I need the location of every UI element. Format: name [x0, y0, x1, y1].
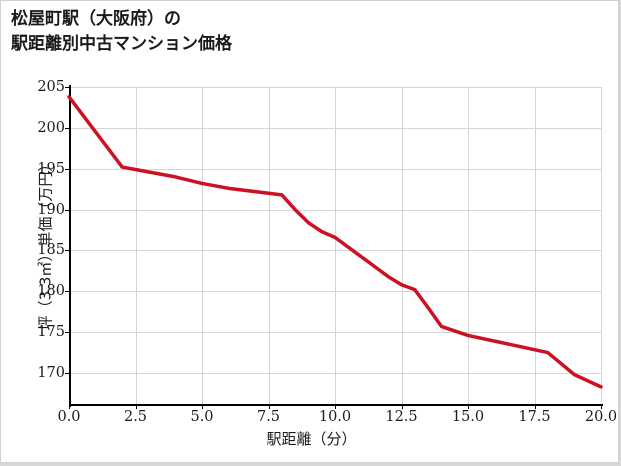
x-axis-tick-label: 2.5 [123, 409, 148, 425]
gridline-vertical [401, 87, 403, 405]
x-axis-tick-mark [401, 405, 403, 409]
chart-title: 松屋町駅（大阪府）の 駅距離別中古マンション価格 [11, 9, 232, 54]
y-axis-tick-label: 200 [37, 119, 65, 136]
gridline-vertical [335, 87, 336, 405]
gridline-vertical [534, 87, 536, 405]
y-axis-tick-mark [65, 168, 70, 170]
y-axis-tick-mark [65, 209, 70, 211]
x-axis-spine [69, 404, 603, 406]
y-axis-label: 坪（3.3㎡）単価（万円） [36, 156, 55, 331]
x-axis-tick-label: 20.0 [584, 409, 618, 425]
y-axis-tick-label: 195 [37, 160, 65, 177]
y-axis-tick-mark [65, 291, 70, 293]
x-axis-tick-mark [268, 405, 270, 409]
plot-area [69, 87, 602, 405]
x-axis-tick-mark [202, 405, 203, 409]
gridline-vertical [135, 87, 137, 405]
y-axis-tick-mark [65, 127, 70, 129]
y-axis-tick-label: 180 [37, 283, 65, 300]
x-axis-tick-label: 10.0 [318, 409, 352, 425]
gridline-vertical [468, 87, 469, 405]
gridline-vertical [268, 87, 270, 405]
x-axis-tick-mark [135, 405, 137, 409]
y-axis-tick-label: 175 [37, 324, 65, 341]
y-axis-tick-mark [65, 332, 70, 334]
x-axis-tick-mark [468, 405, 469, 409]
x-axis-tick-label: 17.5 [518, 409, 551, 425]
x-axis-tick-mark [601, 405, 602, 409]
x-axis-tick-label: 15.0 [451, 409, 485, 425]
gridline-vertical [601, 87, 602, 405]
y-axis-tick-mark [65, 250, 70, 252]
x-axis-label: 駅距離（分） [266, 430, 357, 448]
y-axis-spine [69, 85, 71, 407]
x-axis-tick-mark [69, 405, 70, 409]
x-axis-tick-mark [534, 405, 536, 409]
x-axis-tick-label: 0.0 [57, 409, 81, 425]
y-axis-tick-mark [65, 373, 70, 374]
y-axis-tick-label: 170 [37, 365, 65, 381]
x-axis-tick-label: 7.5 [256, 409, 281, 425]
x-axis-tick-label: 5.0 [190, 409, 214, 425]
y-axis-tick-label: 185 [37, 242, 65, 259]
y-axis-tick-mark [65, 87, 70, 88]
y-axis-ticks: 170 175 180 185 190 195 200 205 [15, 1, 65, 466]
x-axis-tick-label: 12.5 [385, 409, 418, 425]
x-axis-tick-mark [335, 405, 336, 409]
y-axis-tick-label: 205 [37, 79, 65, 95]
gridline-vertical [202, 87, 203, 405]
y-axis-tick-label: 190 [37, 201, 65, 218]
